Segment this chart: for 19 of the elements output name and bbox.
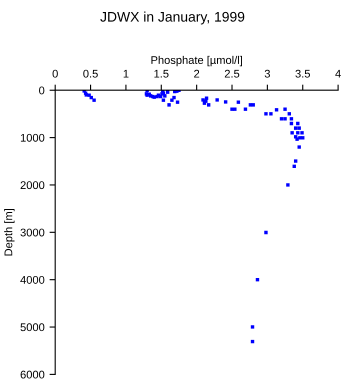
x-tick-label: 0.5: [83, 70, 98, 78]
chart-title: JDWX in January, 1999: [100, 12, 244, 24]
x-axis-title: Phosphate [µmol/l]: [151, 56, 242, 66]
y-axis-title: Depth [m]: [4, 209, 15, 256]
x-tick-label: 3.5: [295, 70, 310, 78]
y-tick-label: 5000: [20, 323, 44, 332]
x-tick-label: 2.5: [224, 70, 240, 78]
y-tick-label: 6000: [20, 370, 44, 379]
y-tick-label: 0: [39, 86, 44, 94]
y-tick-label: 3000: [20, 228, 44, 236]
x-tick-label: 0: [52, 70, 58, 78]
x-tick-label: 2: [194, 70, 200, 78]
x-tick-label: 4: [335, 70, 341, 78]
y-tick-label: 2000: [20, 181, 44, 190]
y-tick-label: 1000: [20, 134, 44, 142]
x-tick-label: 1: [124, 70, 128, 78]
x-tick-label: 3: [264, 70, 270, 78]
y-tick-label: 4000: [20, 276, 44, 284]
x-tick-label: 1.5: [154, 70, 169, 78]
